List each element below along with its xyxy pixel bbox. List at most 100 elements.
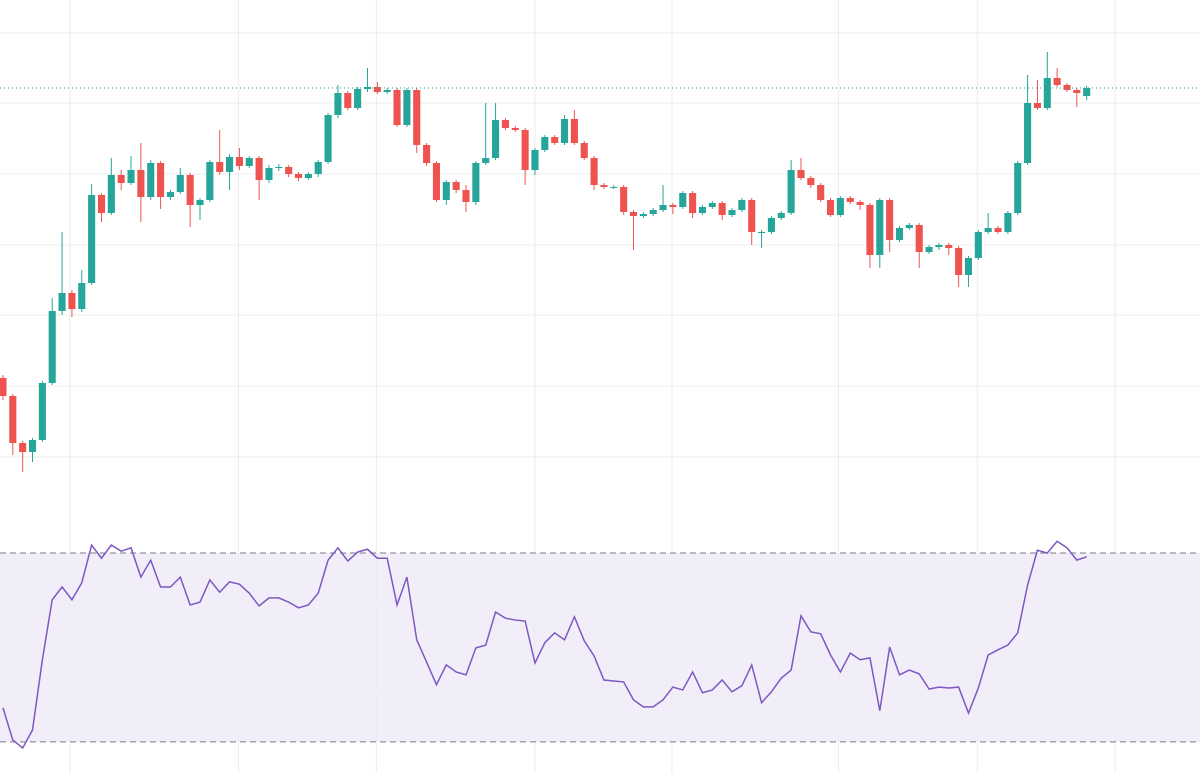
candle-body — [679, 193, 687, 207]
candle-body — [1014, 163, 1022, 213]
candle-body — [738, 200, 746, 210]
candle-body — [68, 293, 76, 309]
candle-body — [659, 205, 667, 210]
candle-body — [876, 200, 884, 255]
candle-body — [393, 90, 401, 125]
candle-body — [1053, 78, 1061, 85]
candle-body — [718, 203, 726, 215]
candle-body — [758, 232, 766, 233]
candle-body — [807, 178, 815, 185]
candle-body — [915, 225, 923, 252]
candle-body — [304, 174, 312, 178]
candle-body — [620, 187, 628, 212]
candle-body — [600, 185, 608, 187]
candle-body — [294, 174, 303, 178]
candle-body — [255, 158, 263, 180]
candle-body — [886, 200, 894, 240]
candle-body — [413, 90, 421, 145]
candle-body — [334, 93, 342, 115]
candle-body — [777, 213, 785, 218]
candle-body — [1083, 88, 1091, 96]
candle-body — [629, 212, 638, 216]
candle-body — [492, 120, 500, 158]
candle-body — [905, 225, 913, 228]
candle-body — [472, 163, 480, 202]
candle-body — [856, 202, 864, 205]
candle-body — [354, 89, 362, 108]
candle-body — [226, 157, 234, 172]
candle-body — [344, 93, 352, 108]
candle-body — [1004, 213, 1012, 232]
candle-body — [97, 195, 106, 213]
candle-body — [511, 128, 519, 130]
candle-body — [698, 207, 707, 213]
candle-body — [373, 87, 381, 92]
candle-body — [166, 192, 174, 197]
candle-body — [945, 245, 953, 248]
candle-body — [610, 187, 618, 188]
candle-body — [846, 198, 854, 202]
candle-body — [570, 119, 578, 143]
candle-body — [157, 163, 165, 197]
candle-body — [708, 203, 716, 207]
rsi-band — [0, 553, 1200, 742]
candle-body — [285, 167, 293, 174]
candle-body — [127, 170, 135, 183]
candle-body — [1043, 78, 1051, 108]
candle-body — [748, 200, 756, 232]
candle-body — [324, 115, 332, 162]
candle-body — [137, 170, 145, 197]
candle-body — [797, 170, 805, 178]
candle-body — [895, 228, 904, 240]
candle-body — [265, 168, 273, 180]
candle-body — [462, 190, 470, 202]
candle-body — [0, 378, 7, 396]
candle-body — [955, 248, 963, 275]
candle-body — [147, 163, 155, 197]
candle-body — [403, 90, 411, 125]
candle-body — [560, 119, 569, 143]
candle-body — [541, 137, 549, 150]
candle-body — [482, 158, 490, 163]
candle-body — [964, 258, 973, 275]
candle-body — [925, 247, 933, 252]
candle-body — [639, 214, 647, 216]
candle-body — [206, 162, 214, 200]
candle-body — [245, 158, 253, 166]
candle-body — [521, 130, 529, 170]
candle-body — [442, 182, 450, 200]
candle-body — [669, 205, 677, 207]
candle-body — [826, 200, 835, 215]
candle-body — [432, 163, 440, 200]
candle-body — [649, 210, 657, 214]
candle-body — [767, 218, 775, 232]
candle-body — [78, 283, 86, 309]
candle-body — [383, 90, 391, 92]
candle-body — [88, 195, 96, 283]
candle-body — [994, 228, 1002, 232]
candle-body — [186, 175, 194, 205]
candle-body — [38, 383, 46, 440]
candle-body — [787, 170, 795, 213]
candle-body — [817, 185, 825, 200]
candle-body — [836, 198, 844, 215]
candle-body — [176, 175, 184, 192]
candle-body — [107, 175, 115, 213]
candle-body — [984, 228, 992, 232]
candle-body — [1073, 90, 1081, 93]
rsi-line — [2, 540, 1087, 750]
candle-body — [48, 311, 56, 383]
candle-body — [1033, 103, 1041, 108]
candle-body — [423, 145, 431, 163]
candle-body — [314, 162, 322, 174]
candle-body — [452, 182, 460, 190]
candle-body — [935, 245, 943, 247]
candle-body — [235, 157, 243, 166]
candle-body — [1063, 85, 1071, 90]
candle-body — [1024, 103, 1032, 163]
candle-body — [28, 440, 37, 452]
candle-body — [551, 137, 559, 143]
candle-body — [275, 167, 283, 168]
candle-body — [728, 210, 736, 215]
